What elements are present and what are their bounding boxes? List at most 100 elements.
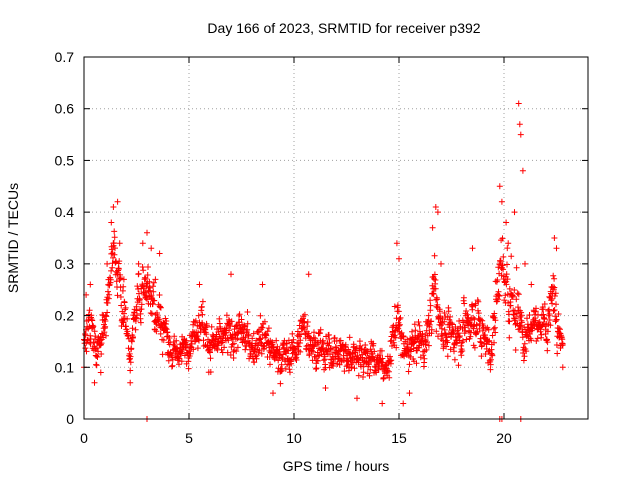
y-tick-label: 0.7	[55, 49, 75, 65]
data-point	[519, 334, 526, 341]
y-tick-label: 0.1	[55, 359, 75, 375]
data-point	[151, 297, 158, 304]
data-point	[396, 321, 403, 328]
data-point	[432, 204, 439, 210]
data-point	[124, 315, 131, 322]
data-point	[503, 271, 510, 278]
data-point	[108, 267, 115, 274]
data-point	[552, 290, 559, 297]
data-point	[388, 357, 395, 364]
data-point	[501, 297, 508, 304]
data-point	[221, 344, 228, 351]
data-point	[311, 342, 318, 349]
data-point	[273, 337, 280, 344]
data-point	[396, 255, 402, 262]
data-point	[256, 347, 263, 354]
data-point	[431, 275, 437, 282]
data-point	[395, 325, 402, 332]
data-point	[195, 329, 202, 336]
data-point	[157, 304, 164, 310]
data-point	[513, 264, 520, 271]
x-tick-label: 5	[185, 430, 193, 446]
data-point	[506, 318, 513, 325]
data-point	[224, 349, 231, 356]
data-point	[270, 344, 277, 351]
data-point	[391, 303, 398, 310]
data-point	[553, 342, 560, 348]
data-point	[263, 332, 270, 339]
data-point	[147, 310, 154, 316]
data-point	[116, 258, 123, 265]
data-point	[415, 319, 422, 325]
data-point	[169, 362, 176, 369]
data-point	[396, 322, 403, 329]
data-point	[475, 298, 482, 305]
data-point	[411, 338, 418, 345]
data-point	[320, 341, 327, 347]
data-point	[504, 245, 511, 252]
data-point	[392, 334, 399, 341]
data-point	[455, 362, 462, 369]
data-point	[236, 311, 243, 318]
data-point	[144, 296, 151, 303]
y-tick-label: 0.2	[55, 308, 75, 324]
data-point	[290, 336, 297, 343]
data-point	[538, 331, 545, 338]
data-point	[196, 281, 203, 288]
data-point	[451, 356, 458, 363]
data-point	[486, 337, 493, 344]
data-point	[268, 348, 275, 355]
data-point	[362, 342, 369, 348]
data-point	[286, 366, 293, 373]
data-point	[207, 369, 214, 375]
data-point	[498, 198, 505, 205]
data-point	[139, 264, 146, 270]
data-point	[512, 315, 519, 322]
data-point	[223, 312, 230, 319]
data-point	[507, 302, 514, 309]
data-point	[254, 346, 260, 353]
data-point	[289, 339, 296, 346]
data-point	[305, 346, 312, 353]
data-point	[505, 240, 512, 247]
data-point	[129, 325, 136, 332]
data-point	[203, 322, 210, 329]
data-point	[104, 300, 111, 306]
data-point	[407, 348, 414, 355]
data-point	[120, 276, 127, 283]
data-point	[121, 310, 127, 317]
data-point	[546, 317, 553, 323]
data-point	[207, 349, 213, 356]
data-point	[275, 357, 282, 364]
data-point	[132, 326, 139, 333]
data-point	[385, 368, 392, 375]
data-point	[394, 302, 401, 309]
data-point	[487, 356, 494, 363]
data-point	[258, 350, 265, 357]
data-point	[113, 278, 120, 285]
data-point	[92, 333, 99, 340]
data-point	[159, 351, 166, 358]
data-point	[103, 332, 109, 339]
data-point	[411, 321, 418, 328]
data-point	[208, 323, 215, 330]
data-point	[320, 357, 327, 364]
data-point	[554, 350, 561, 357]
data-point	[520, 357, 527, 364]
data-point	[456, 333, 463, 339]
data-point	[141, 274, 148, 281]
chart-title: Day 166 of 2023, SRMTID for receiver p39…	[207, 20, 480, 36]
data-point	[469, 245, 476, 252]
data-point	[503, 281, 510, 288]
data-point	[421, 355, 428, 362]
data-point	[473, 321, 480, 328]
data-point	[127, 353, 134, 360]
data-point	[555, 311, 562, 317]
data-point	[142, 275, 149, 282]
y-axis-label: SRMTID / TECUs	[5, 183, 21, 293]
data-point	[441, 318, 448, 325]
data-point	[517, 323, 524, 330]
data-point	[546, 306, 552, 313]
data-point	[304, 319, 311, 325]
